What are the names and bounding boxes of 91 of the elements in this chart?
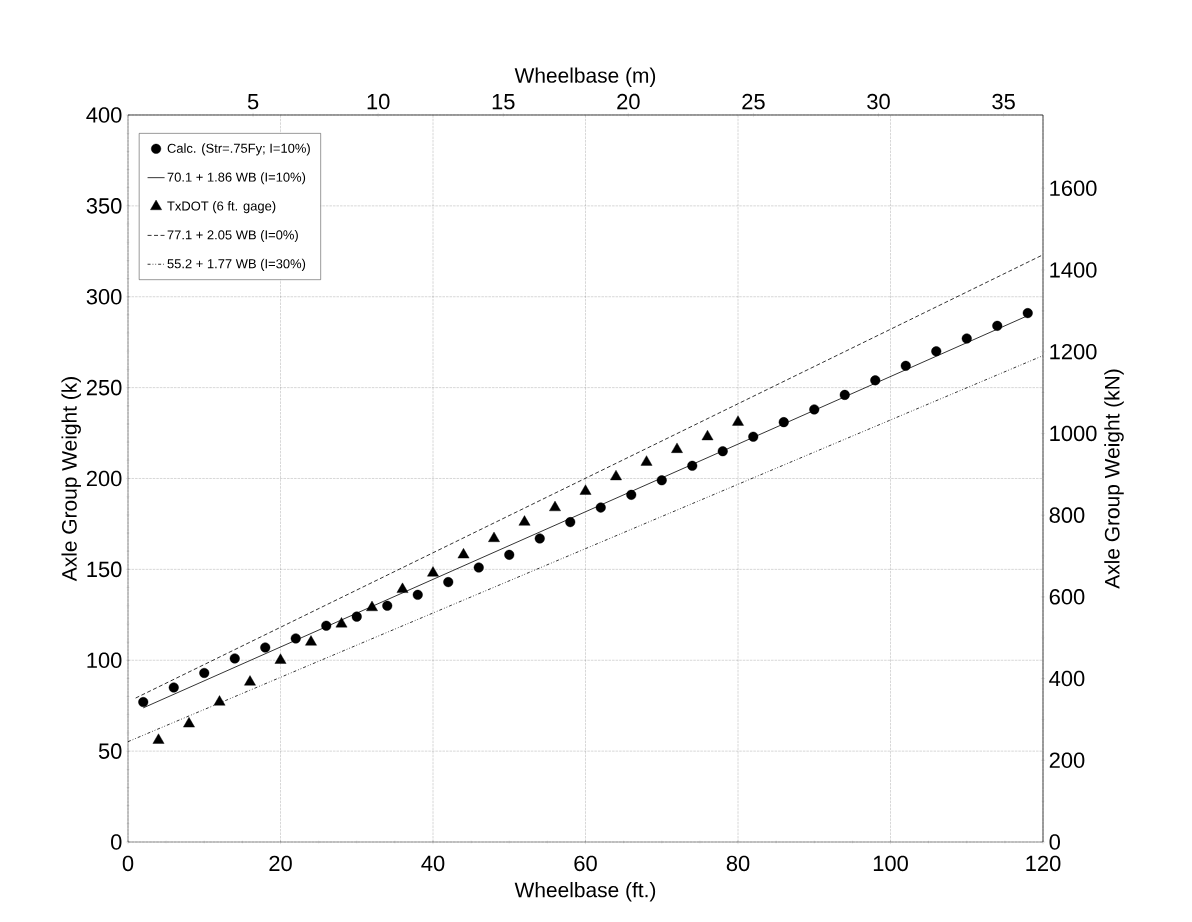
point [382,600,393,611]
point [183,717,195,728]
y-tick-label: 350 [86,198,122,214]
y2-tick-label: 800 [1049,507,1085,523]
point [138,697,149,708]
x-tick-label: 0 [122,855,134,872]
point [809,404,820,415]
point [412,589,423,600]
legend-label: 70.1 + 1.86 WB (I=10%) [167,172,306,185]
point [290,633,301,644]
x2-tick-label: 30 [867,93,890,110]
y2-tick-label: 200 [1049,752,1085,769]
point [351,611,362,622]
point [671,442,683,453]
y2-axis-title: Axle Group Weight (kN) [1104,369,1124,589]
legend-label: TxDOT (6 ft. gage) [167,201,276,214]
point [473,562,484,573]
legend-label: 77.1 + 2.05 WB (I=0%) [167,229,298,243]
x-tick-label: 60 [574,855,597,872]
y2-tick-label: 0 [1049,834,1060,850]
point [213,695,226,706]
y2-tick-label: 1200 [1050,343,1097,360]
y-tick-label: 0 [111,834,122,850]
point [396,582,409,593]
point [321,620,332,631]
point [732,415,744,426]
y2-tick-label: 1600 [1050,180,1097,197]
point [992,320,1003,331]
y2-tick-label: 1400 [1050,262,1097,278]
point [335,617,348,628]
x2-tick-label: 5 [247,94,259,110]
point [244,675,256,686]
x2-tick-label: 15 [492,94,515,110]
point [687,460,698,471]
x2-tick-label: 20 [617,93,640,110]
point [656,475,667,486]
y-tick-label: 250 [86,379,122,396]
x2-tick-label: 25 [742,93,765,110]
y-tick-label: 300 [86,288,122,305]
point [640,455,653,466]
point [778,417,789,428]
point [870,375,881,386]
point [610,469,622,481]
y-tick-label: 200 [86,470,122,487]
point [488,531,500,542]
point [701,430,714,441]
point [595,502,606,513]
y-tick-label: 100 [87,652,122,669]
point [748,431,759,442]
y-tick-label: 400 [86,107,122,123]
point [305,635,317,646]
x-axis-title: Wheelbase (ft.) [514,882,656,902]
y2-tick-label: 600 [1049,589,1085,605]
x2-tick-label: 35 [992,93,1015,110]
point [274,653,287,664]
point [504,549,515,560]
point [565,517,576,528]
y2-tick-label: 400 [1049,670,1085,687]
point [900,360,911,371]
point [961,333,972,344]
legend-label: Calc. (Str=.75Fy; I=10%) [167,143,310,156]
y-axis-title: Axle Group Weight (k) [61,377,81,582]
point [549,500,561,512]
point [931,346,942,357]
point [168,682,179,693]
x-tick-label: 20 [269,855,292,872]
point [839,389,850,400]
point [457,548,470,559]
point [534,533,545,544]
y-tick-label: 150 [87,561,122,578]
point [152,733,165,744]
point [717,446,728,457]
y2-tick-label: 1000 [1050,425,1097,442]
point [366,600,378,611]
point [626,489,637,500]
x2-axis-title: Wheelbase (m) [514,67,656,87]
point [518,515,531,526]
point [579,484,592,495]
y-tick-label: 50 [98,743,122,759]
x2-tick-label: 10 [367,93,390,110]
point [443,577,454,588]
point [260,642,271,653]
point [427,566,439,577]
x-tick-label: 120 [1026,855,1061,872]
x-tick-label: 100 [873,855,908,872]
point [229,653,240,664]
x-tick-label: 80 [726,855,750,872]
legend-label: 55.2 + 1.77 WB (I=30%) [167,258,306,271]
x-tick-label: 40 [421,855,445,872]
point [1022,308,1033,319]
point [199,667,210,678]
